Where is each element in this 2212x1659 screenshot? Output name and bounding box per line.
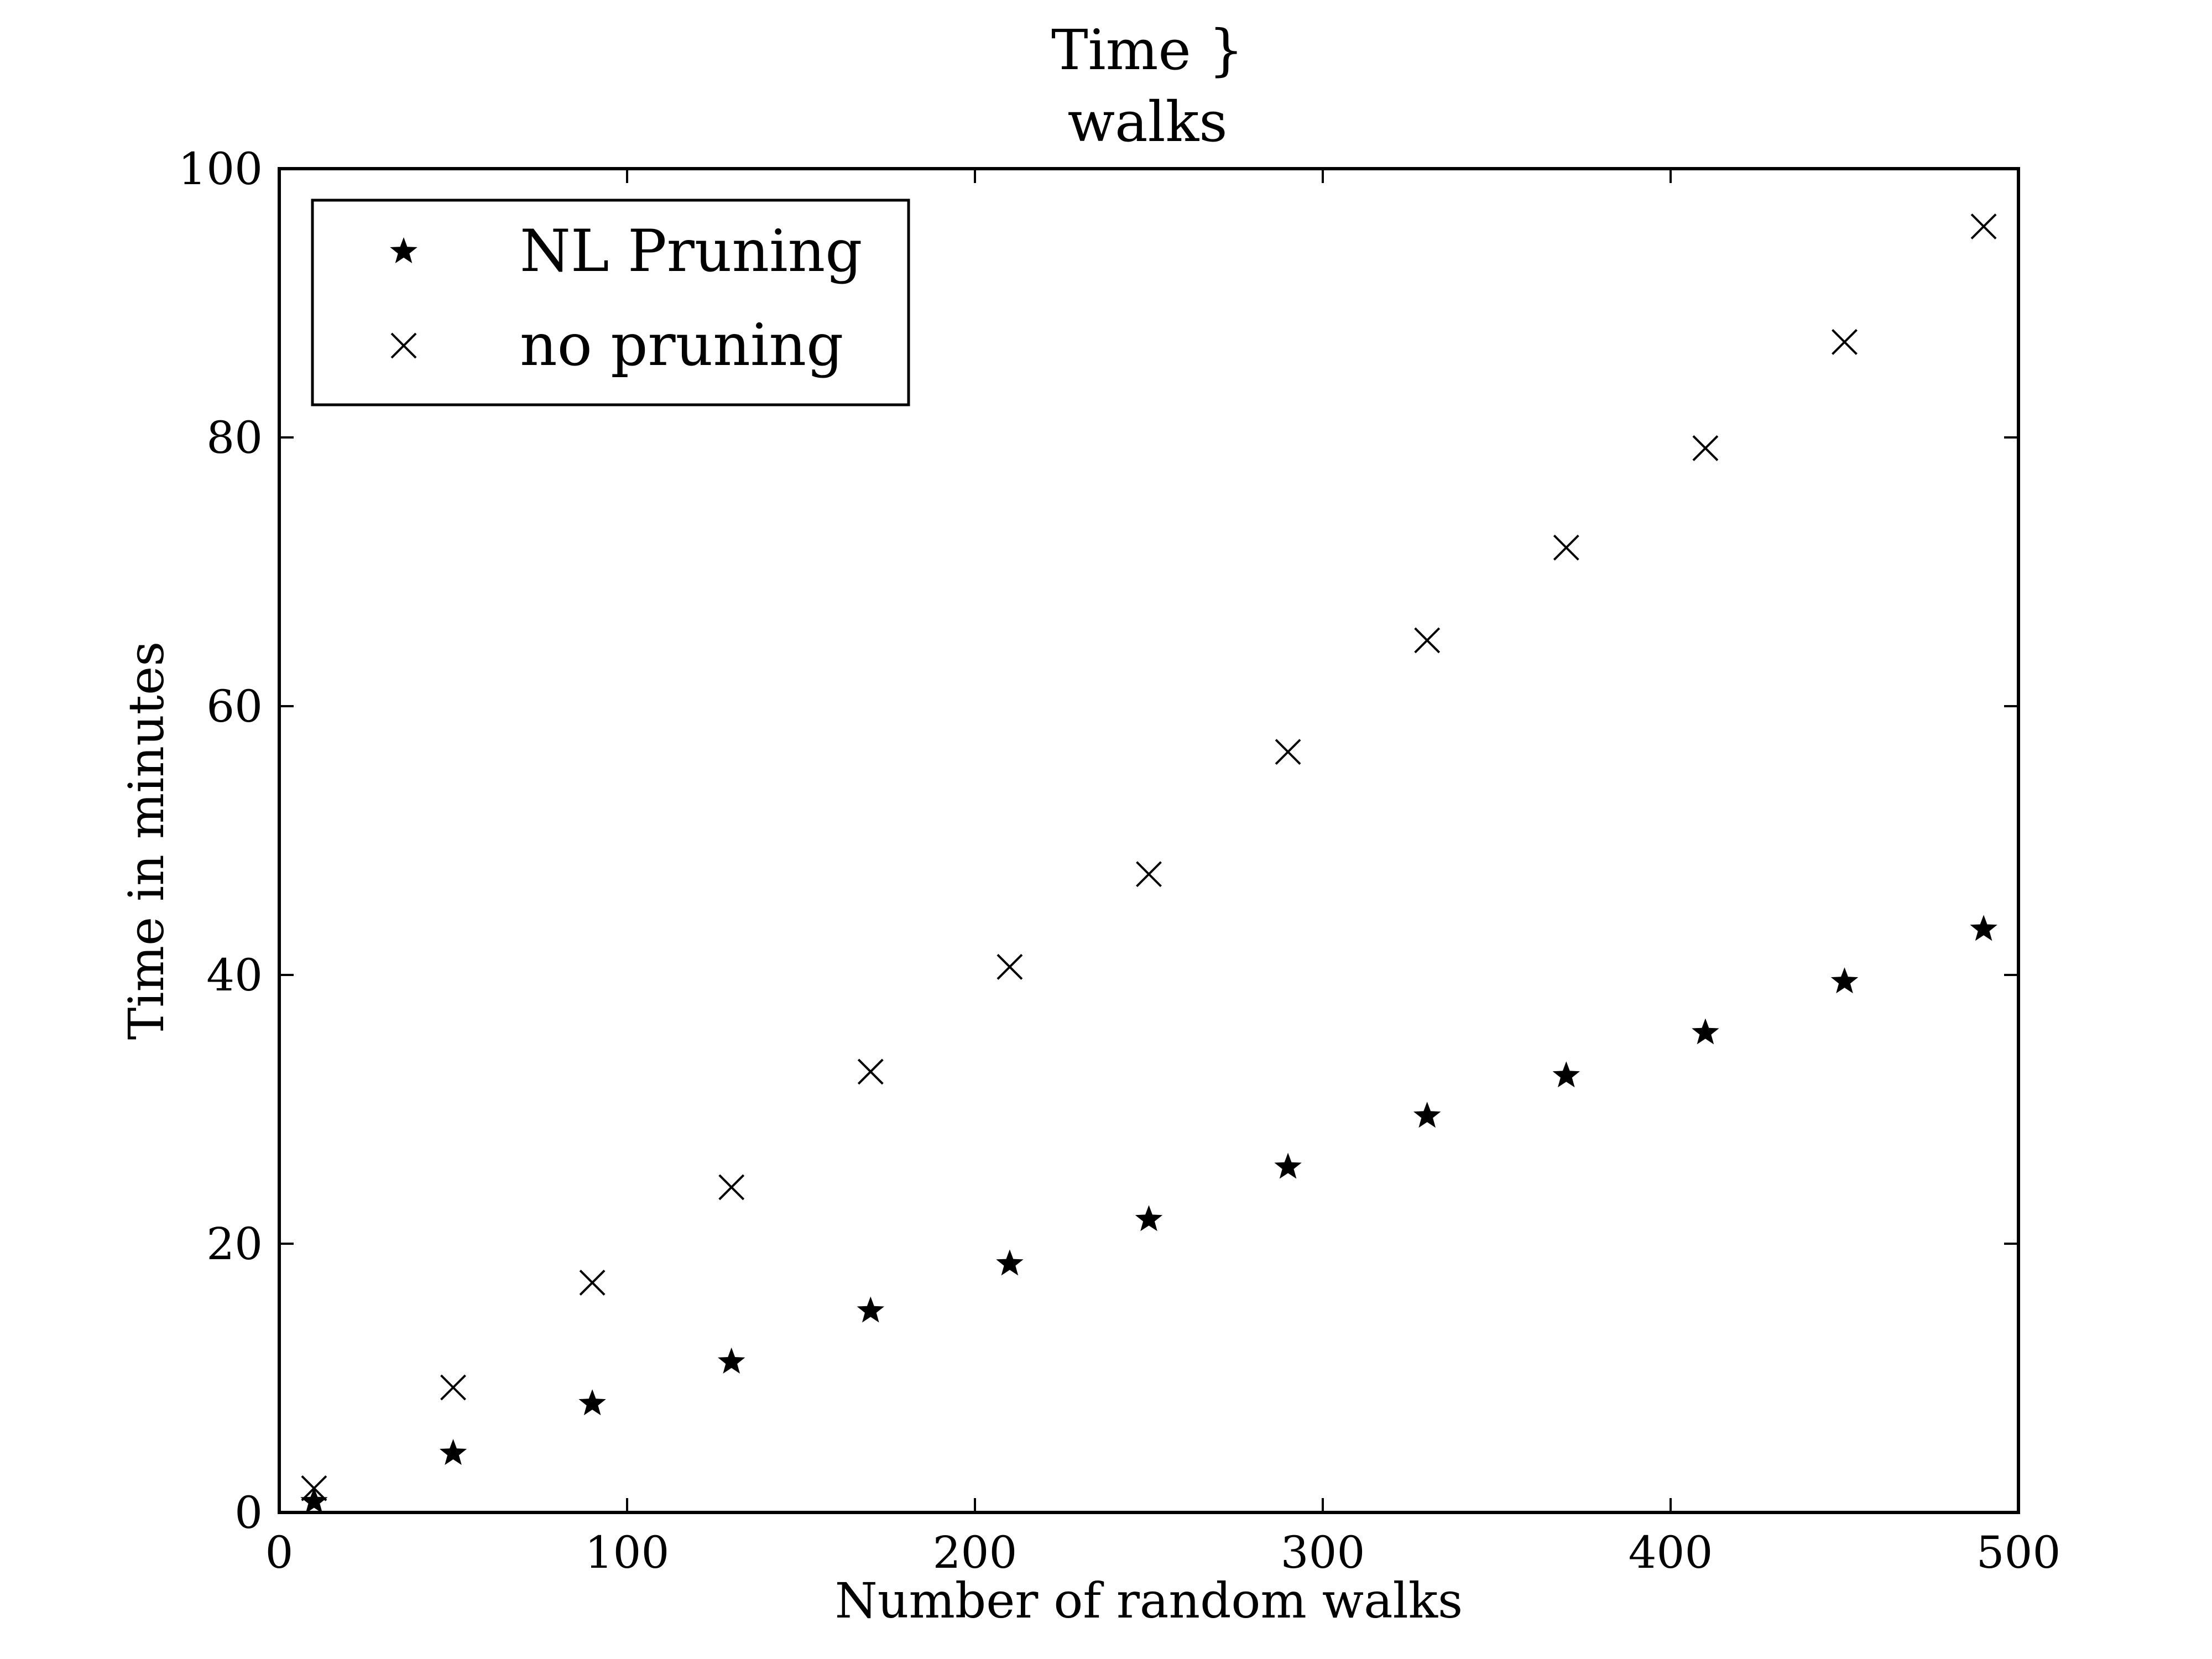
nl-pruning-point — [718, 1347, 745, 1374]
no-pruning-point — [1414, 627, 1441, 654]
nl-pruning-point — [1830, 967, 1859, 994]
legend-label: no pruning — [520, 311, 843, 379]
legend: NL Pruning no pruning — [311, 199, 910, 406]
no-pruning-point — [857, 1058, 884, 1085]
axis-ticks — [278, 168, 2020, 1514]
legend-x-marker — [390, 332, 417, 359]
no-pruning-point — [1275, 739, 1301, 765]
nl-pruning-point — [1413, 1102, 1441, 1128]
no-pruning-point — [1692, 435, 1719, 461]
nl-pruning-point — [578, 1389, 606, 1416]
chart-title: Time } walks — [1051, 18, 1244, 154]
nl-pruning-point — [1135, 1205, 1163, 1232]
nl-pruning-point — [1692, 1018, 1719, 1045]
no-pruning-point — [440, 1374, 466, 1401]
nl-pruning-point — [1970, 915, 1997, 941]
no-pruning-point — [1832, 329, 1858, 355]
y-tick-label: 40 — [206, 950, 263, 1001]
nl-pruning-point — [300, 1487, 328, 1514]
no-pruning-point — [1970, 213, 1997, 239]
nl-pruning-point — [857, 1296, 884, 1323]
nl-pruning-point — [1274, 1152, 1302, 1179]
plot-frame — [278, 167, 2020, 1514]
title-line: Time } — [1051, 18, 1244, 82]
no-pruning-point — [579, 1270, 606, 1296]
x-tick-label: 0 — [265, 1527, 294, 1578]
title-line: walks — [1067, 90, 1227, 154]
title-text: Time } walks — [1051, 18, 1244, 154]
y-tick-label: 20 — [206, 1218, 263, 1270]
x-tick-label: 100 — [585, 1527, 670, 1578]
x-axis-label: Number of random walks — [835, 1572, 1463, 1629]
no-pruning-point — [1136, 861, 1162, 888]
x-tick-label: 400 — [1629, 1527, 1713, 1578]
no-pruning-point — [301, 1475, 327, 1501]
nl-pruning-point — [1552, 1061, 1580, 1088]
no-pruning-point — [1553, 534, 1579, 561]
y-tick-label: 80 — [206, 412, 263, 463]
nl-pruning-point — [439, 1439, 467, 1465]
y-tick-label: 0 — [234, 1487, 263, 1538]
x-tick-label: 300 — [1281, 1527, 1365, 1578]
data-points — [300, 213, 1997, 1514]
x-tick-label: 500 — [1976, 1527, 2061, 1578]
y-axis-label: Time in minutes — [118, 641, 175, 1040]
no-pruning-point — [718, 1174, 745, 1201]
y-tick-label: 100 — [178, 143, 263, 195]
legend-box — [311, 199, 910, 406]
y-tick-label: 60 — [206, 681, 263, 732]
plot-area — [278, 167, 2020, 1514]
nl-pruning-point — [996, 1249, 1024, 1276]
x-axis-tick-labels: 0 100 200 300 400 500 — [265, 1527, 2061, 1578]
legend-star-marker — [390, 237, 418, 263]
y-axis-tick-labels: 0 20 40 60 80 100 — [178, 143, 263, 1538]
legend-label: NL Pruning — [520, 217, 863, 285]
x-tick-label: 200 — [933, 1527, 1018, 1578]
no-pruning-point — [997, 954, 1023, 980]
